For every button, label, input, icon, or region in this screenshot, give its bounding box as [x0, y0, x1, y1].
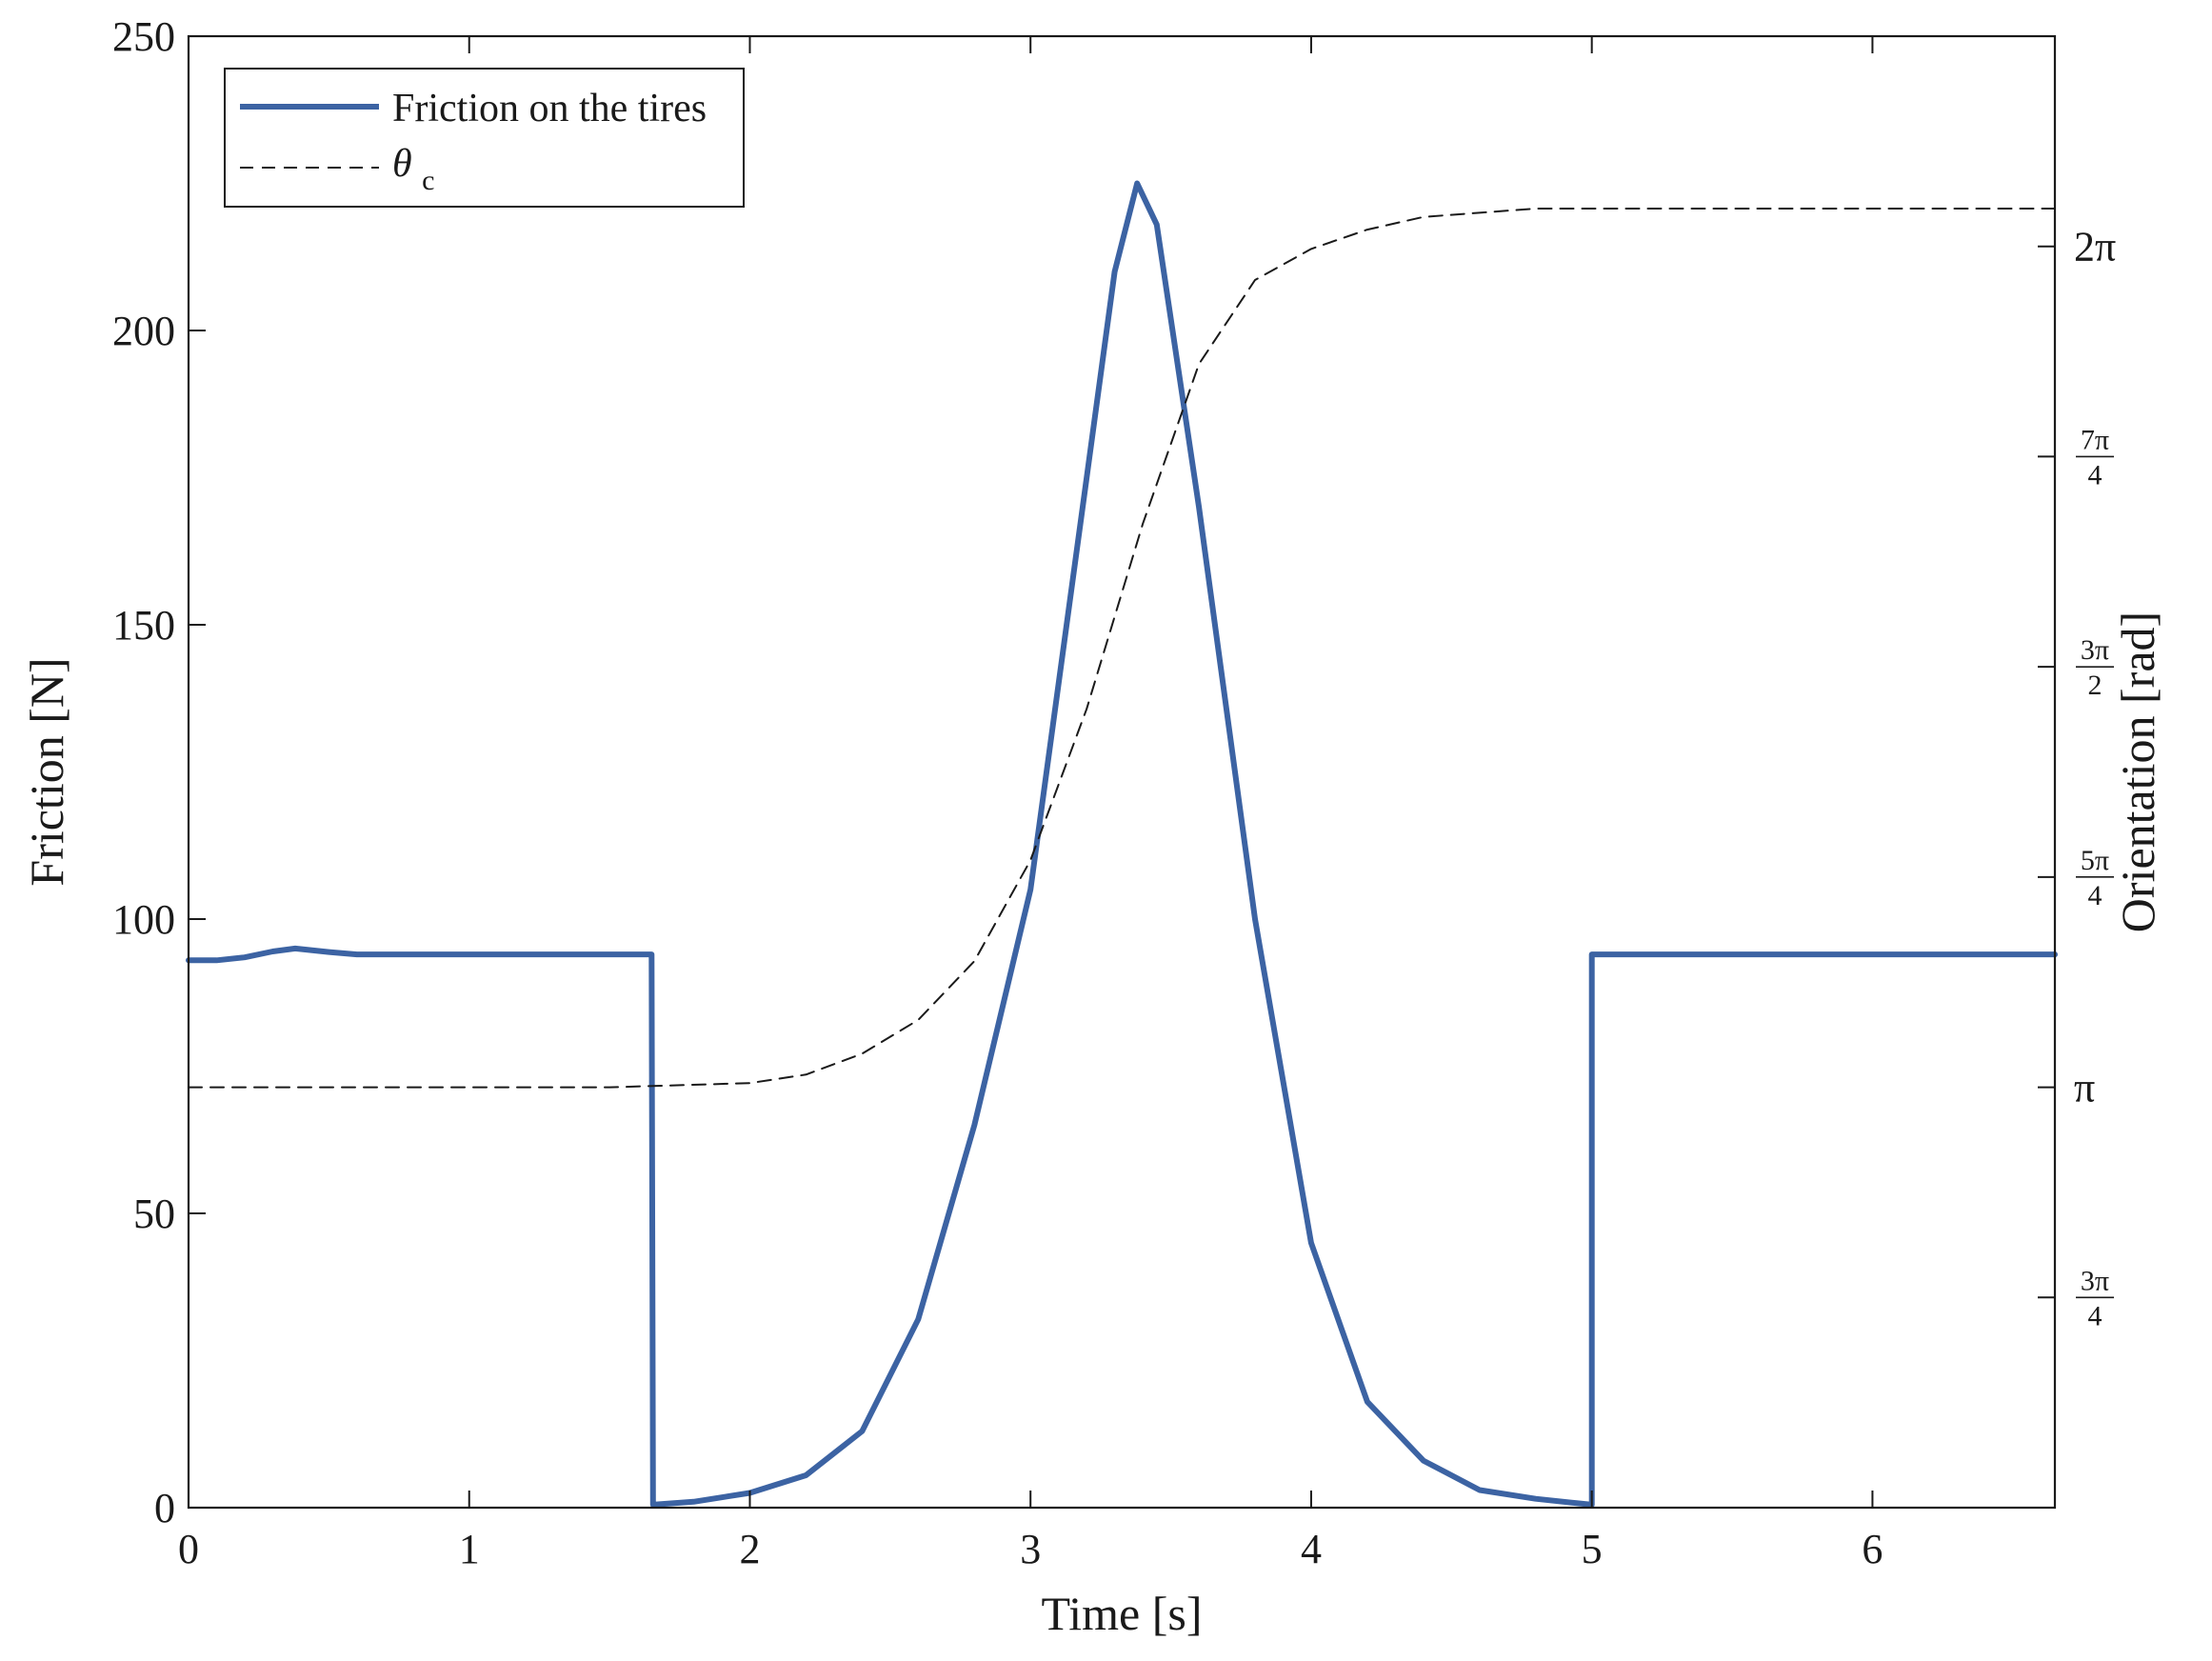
x-tick-label: 2 — [739, 1526, 760, 1572]
x-ticks: 0 1 2 3 4 5 6 — [178, 36, 1883, 1572]
y-left-ticks: 0 50 100 150 200 250 — [112, 13, 206, 1531]
x-tick-label: 5 — [1582, 1526, 1603, 1572]
y-right-tick-numerator: 7π — [2081, 424, 2109, 455]
x-tick-label: 1 — [459, 1526, 480, 1572]
y-right-tick-denominator: 4 — [2088, 1300, 2102, 1331]
y-right-tick-denominator: 4 — [2088, 459, 2102, 490]
y-left-tick-label: 50 — [133, 1191, 175, 1237]
series-line-theta — [188, 208, 2056, 1089]
x-tick-label: 0 — [178, 1526, 199, 1572]
y-left-tick-label: 250 — [112, 13, 175, 60]
y-right-tick-label: 2π — [2074, 224, 2116, 270]
y-right-tick-label: π — [2074, 1065, 2095, 1111]
y-axis-right-label: Orientation [rad] — [2111, 611, 2164, 932]
y-left-tick-label: 100 — [112, 896, 175, 943]
legend-label-theta: θ c — [392, 142, 434, 196]
y-right-tick-numerator: 5π — [2081, 845, 2109, 876]
x-tick-label: 6 — [1862, 1526, 1883, 1572]
y-right-tick-denominator: 4 — [2088, 880, 2102, 911]
x-tick-label: 4 — [1301, 1526, 1322, 1572]
legend-box — [224, 68, 745, 208]
y-left-tick-label: 150 — [112, 602, 175, 649]
y-right-tick-denominator: 2 — [2088, 670, 2102, 701]
y-right-tick-fraction: 7π4 — [2076, 424, 2114, 490]
legend-theta-symbol: θ — [392, 142, 412, 186]
y-left-tick-label: 0 — [154, 1485, 175, 1531]
axes-box — [187, 34, 2057, 1510]
y-right-tick-fraction: 5π4 — [2076, 845, 2114, 911]
x-axis-label: Time [s] — [1041, 1587, 1202, 1640]
y-axis-left-label: Friction [N] — [20, 657, 73, 886]
y-right-tick-fraction: 3π4 — [2076, 1265, 2114, 1331]
y-right-tick-numerator: 3π — [2081, 634, 2109, 666]
legend-theta-subscript: c — [422, 165, 434, 196]
x-tick-label: 3 — [1020, 1526, 1041, 1572]
y-left-tick-label: 200 — [112, 308, 175, 354]
y-right-tick-fraction: 3π2 — [2076, 634, 2114, 701]
y-right-tick-numerator: 3π — [2081, 1265, 2109, 1296]
legend-label-friction: Friction on the tires — [392, 87, 707, 130]
legend: Friction on the tires θ c — [224, 68, 745, 208]
